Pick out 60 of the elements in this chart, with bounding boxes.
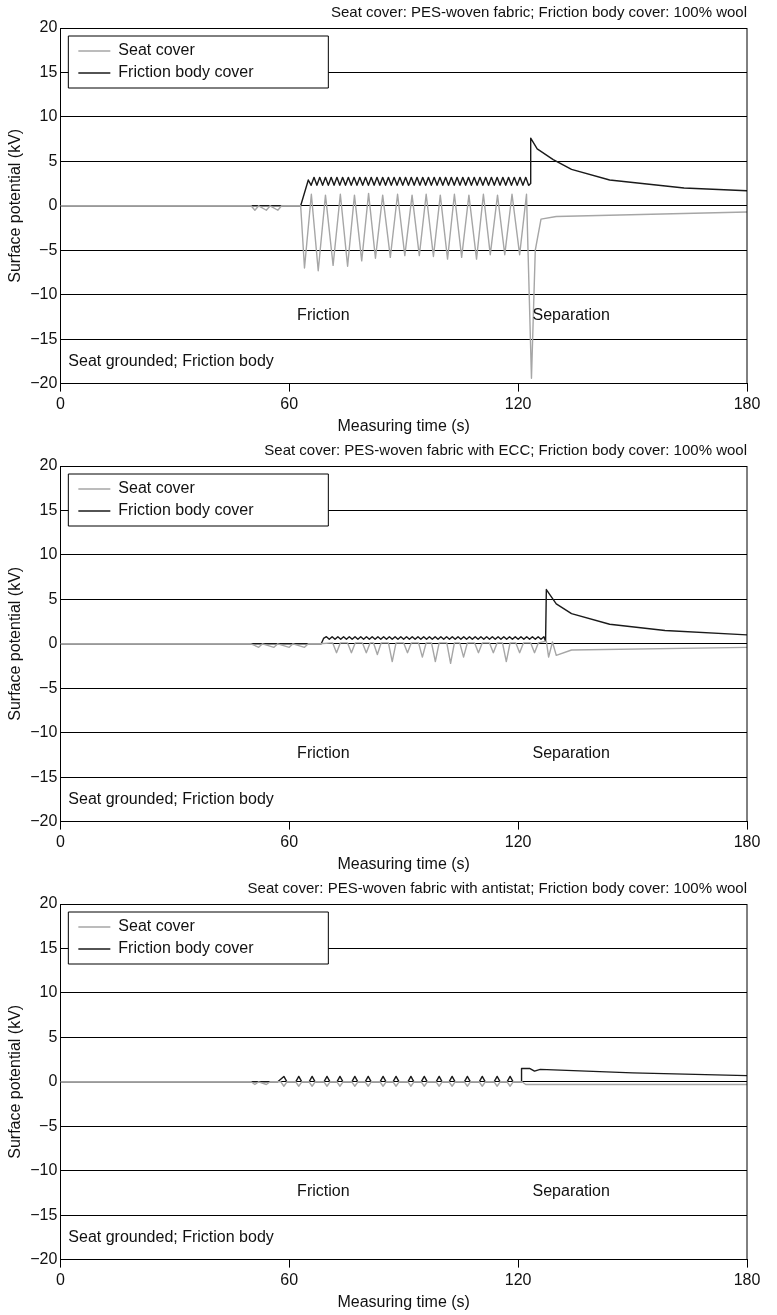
x-axis-title: Measuring time (s) xyxy=(337,854,470,872)
x-tick-label: 60 xyxy=(280,1270,299,1288)
y-tick-label: −15 xyxy=(30,767,58,785)
y-tick-label: −15 xyxy=(30,1205,58,1223)
y-tick-label: −20 xyxy=(30,812,58,830)
x-tick-label: 180 xyxy=(733,832,761,850)
y-tick-label: 20 xyxy=(39,894,58,912)
chart-title: Seat cover: PES-woven fabric with ECC; Friction body cover: 100% wool xyxy=(264,441,747,459)
y-tick-label: −20 xyxy=(30,374,58,392)
annotation: Separation xyxy=(532,306,610,324)
chart-title: Seat cover: PES-woven fabric; Friction body cover: 100% wool xyxy=(330,3,747,21)
y-tick-label: −10 xyxy=(30,723,58,741)
y-tick-label: −10 xyxy=(30,285,58,303)
annotation: Friction xyxy=(297,1182,350,1200)
y-tick-label: 10 xyxy=(39,545,58,563)
annotation: Seat grounded; Friction body xyxy=(68,351,274,369)
y-tick-label: −15 xyxy=(30,329,58,347)
legend-label: Seat cover xyxy=(118,479,196,497)
x-tick-label: 120 xyxy=(504,832,532,850)
x-axis-title: Measuring time (s) xyxy=(337,416,470,434)
legend-label: Seat cover xyxy=(118,41,196,59)
y-tick-label: 20 xyxy=(39,456,58,474)
y-axis-title: Surface potential (kV) xyxy=(6,1004,24,1159)
x-tick-label: 60 xyxy=(280,394,299,412)
y-tick-label: 15 xyxy=(39,500,58,518)
y-tick-label: −20 xyxy=(30,1250,58,1268)
y-tick-label: 15 xyxy=(39,938,58,956)
legend-label: Friction body cover xyxy=(118,63,255,81)
y-tick-label: 5 xyxy=(48,589,58,607)
annotation: Seat grounded; Friction body xyxy=(68,1227,274,1245)
y-tick-label: 5 xyxy=(48,151,58,169)
y-tick-label: 0 xyxy=(48,1072,58,1090)
y-tick-label: 5 xyxy=(48,1027,58,1045)
annotation: Seat grounded; Friction body xyxy=(68,789,274,807)
annotation: Separation xyxy=(532,744,610,762)
y-tick-label: 10 xyxy=(39,983,58,1001)
legend-label: Friction body cover xyxy=(118,501,255,519)
x-tick-label: 120 xyxy=(504,394,532,412)
legend-label: Seat cover xyxy=(118,917,196,935)
x-tick-label: 180 xyxy=(733,394,761,412)
y-tick-label: 20 xyxy=(39,18,58,36)
annotation: Friction xyxy=(297,306,350,324)
x-axis-title: Measuring time (s) xyxy=(337,1292,470,1310)
y-tick-label: −10 xyxy=(30,1161,58,1179)
y-axis-title: Surface potential (kV) xyxy=(6,566,24,721)
x-tick-label: 180 xyxy=(733,1270,761,1288)
y-tick-label: 10 xyxy=(39,107,58,125)
y-tick-label: 0 xyxy=(48,196,58,214)
legend-label: Friction body cover xyxy=(118,939,255,957)
annotation: Separation xyxy=(532,1182,610,1200)
y-tick-label: −5 xyxy=(39,678,58,696)
x-tick-label: 60 xyxy=(280,832,299,850)
y-tick-label: −5 xyxy=(39,240,58,258)
y-tick-label: 15 xyxy=(39,62,58,80)
y-tick-label: −5 xyxy=(39,1116,58,1134)
x-tick-label: 120 xyxy=(504,1270,532,1288)
chart-title: Seat cover: PES-woven fabric with antistat; Friction body cover: 100% wool xyxy=(247,879,747,897)
y-axis-title: Surface potential (kV) xyxy=(6,128,24,283)
annotation: Friction xyxy=(297,744,350,762)
y-tick-label: 0 xyxy=(48,634,58,652)
